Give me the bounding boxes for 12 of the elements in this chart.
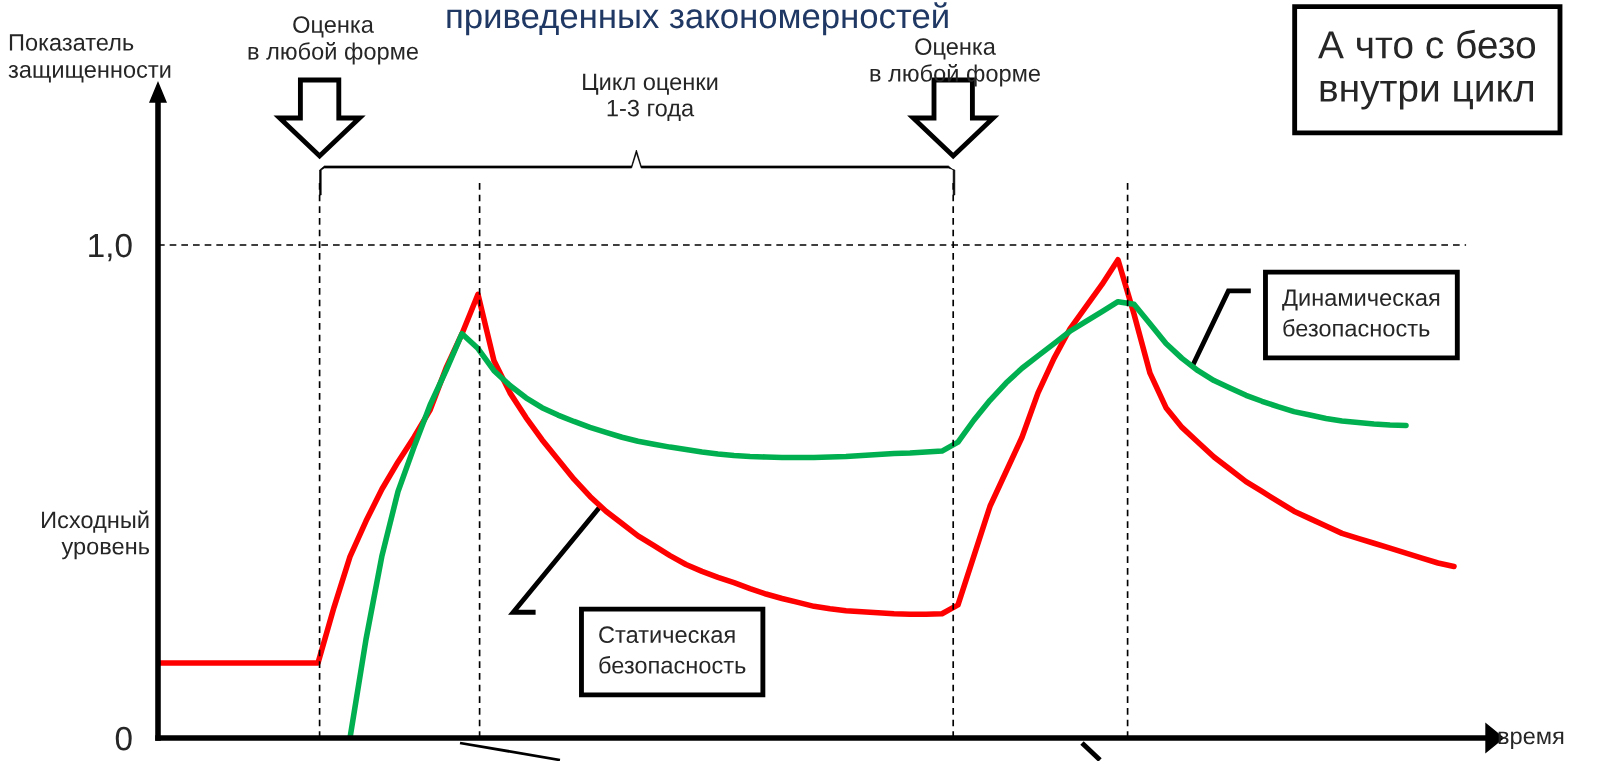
annotation: Цикл оценки 1-3 года [583, 73, 718, 121]
text: Оценка в любой форме [870, 38, 1040, 87]
text: Оценка в любой форме [248, 16, 418, 65]
x-axis-title: время [1498, 731, 1564, 750]
y-tick-label: 1,0 [89, 233, 132, 262]
series-label: Статическая безопасность [599, 626, 746, 674]
text: Исходный уровень [42, 510, 150, 560]
y-tick-label: 0 [115, 726, 132, 751]
annotation: А что с безо внутри цикл [1318, 29, 1536, 110]
y-axis-title: Показатель защищенности [8, 34, 171, 83]
text: Динамическая безопасность [1282, 289, 1440, 337]
chart-title: приведенных закономерностей [447, 2, 948, 36]
